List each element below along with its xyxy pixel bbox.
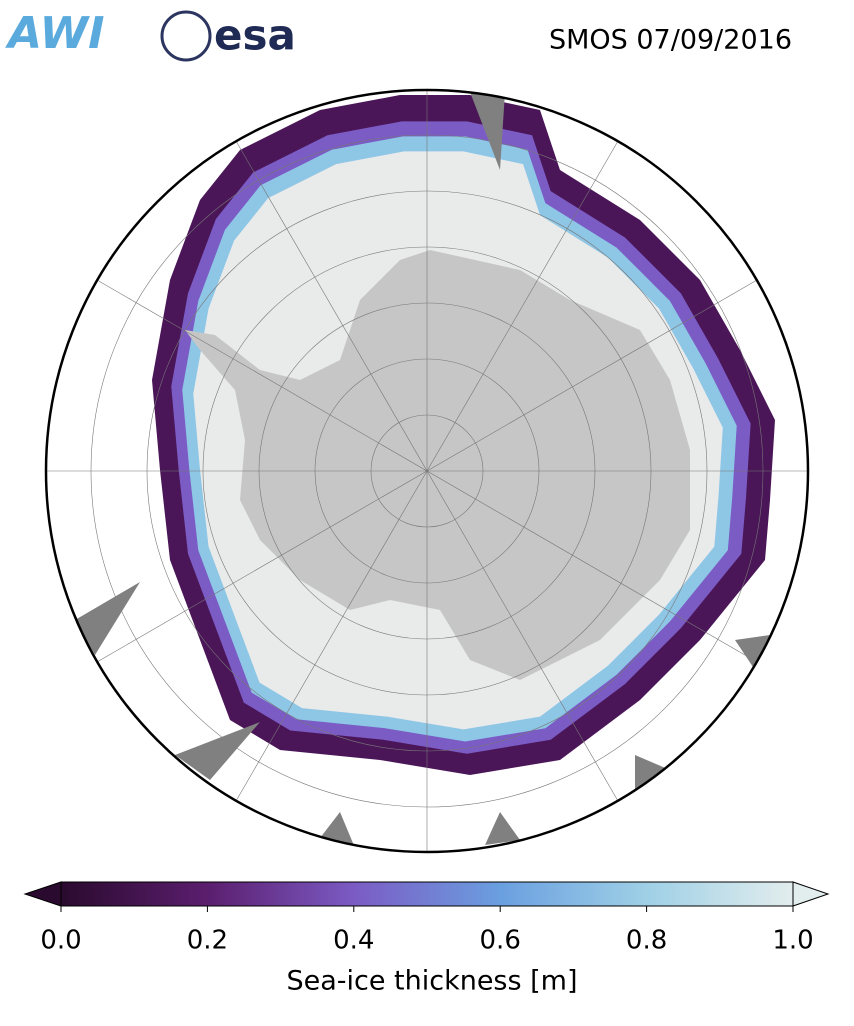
missing-data (735, 635, 770, 670)
colorbar-tick-label: 0.8 (626, 926, 667, 956)
colorbar-gradient (60, 881, 794, 907)
graticule (46, 90, 808, 852)
colorbar-tick-label: 0.2 (187, 926, 228, 956)
map-frame (44, 88, 810, 854)
logo-esa: esa (214, 11, 296, 60)
colorbar-extend-low (23, 881, 62, 907)
logo-esa-mark (160, 10, 212, 62)
title: SMOS 07/09/2016 (549, 25, 792, 56)
colorbar-tick-label: 1.0 (772, 926, 813, 956)
colorbar-tick-label: 0.4 (333, 926, 374, 956)
colorbar-tick-label: 0.0 (40, 926, 81, 956)
missing-data (485, 812, 520, 845)
missing-data (635, 755, 670, 790)
logo-awi: AWI (5, 8, 105, 59)
map (46, 90, 808, 852)
colorbar-tick-label: 0.6 (480, 926, 521, 956)
colorbar: 0.0 0.2 0.4 0.6 0.8 1.0 Sea-ice thickness [m] (23, 881, 830, 997)
missing-data (470, 92, 505, 170)
missing-data (175, 722, 260, 780)
missing-data (75, 582, 140, 655)
colorbar-label: Sea-ice thickness [m] (286, 966, 577, 997)
colorbar-extend-high (792, 881, 830, 907)
